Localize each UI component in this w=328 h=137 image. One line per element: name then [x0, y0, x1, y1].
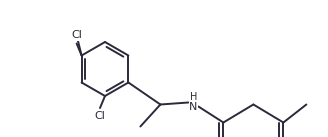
Text: Cl: Cl [94, 111, 105, 121]
Text: H: H [190, 92, 197, 102]
Text: N: N [189, 102, 197, 112]
Text: Cl: Cl [71, 31, 82, 41]
